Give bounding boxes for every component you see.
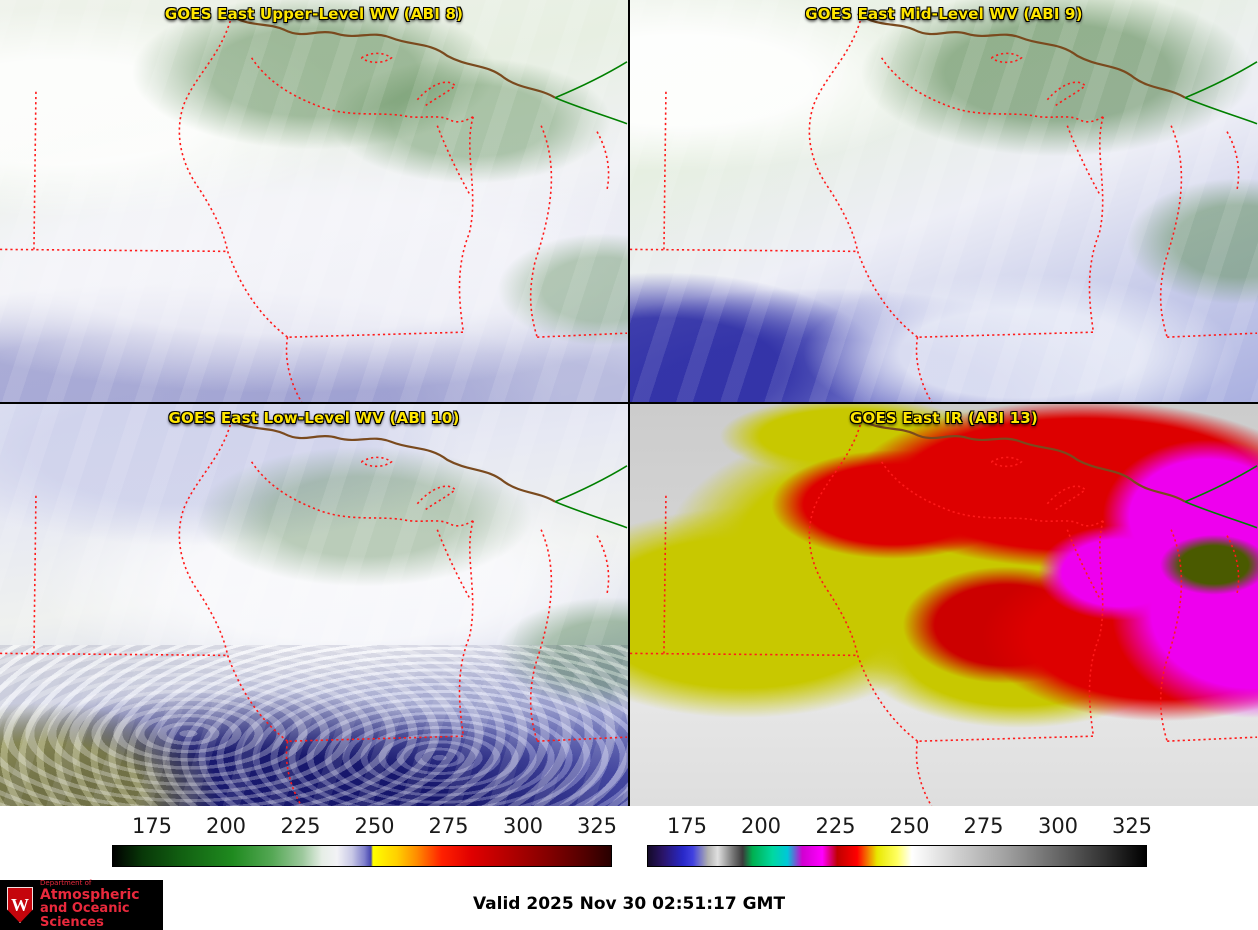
colorbar-tick: 250 bbox=[889, 814, 930, 838]
colorbar-tick: 250 bbox=[354, 814, 395, 838]
cloud-texture bbox=[0, 645, 628, 806]
panel-ir: GOES East IR (ABI 13) bbox=[630, 404, 1258, 806]
panel-low-level-wv: GOES East Low-Level WV (ABI 10) bbox=[0, 404, 628, 806]
colorbar-tick: 300 bbox=[502, 814, 544, 838]
colorbar-row: 175 200 225 250 275 300 325 175 200 225 … bbox=[0, 806, 1258, 880]
colorbar-tick: 200 bbox=[205, 814, 247, 838]
wv-colorbar-gradient bbox=[112, 845, 612, 867]
colorbar-tick: 175 bbox=[131, 814, 173, 838]
cloud-texture bbox=[630, 0, 1258, 402]
colorbar-tick: 325 bbox=[576, 814, 618, 838]
colorbar-tick: 225 bbox=[280, 814, 321, 838]
colorbar-tick: 325 bbox=[1111, 814, 1153, 838]
map-boundaries-overlay bbox=[630, 12, 1258, 402]
logo-name-line2: and Oceanic Sciences bbox=[40, 901, 130, 930]
map-boundaries-overlay bbox=[630, 416, 1258, 806]
logo-text: Department of Atmospheric and Oceanic Sc… bbox=[40, 879, 163, 930]
colorbar-tick: 275 bbox=[428, 814, 469, 838]
panel-mid-level-wv: GOES East Mid-Level WV (ABI 9) bbox=[630, 0, 1258, 402]
panel-upper-level-wv: GOES East Upper-Level WV (ABI 8) bbox=[0, 0, 628, 402]
panel-title-low-wv: GOES East Low-Level WV (ABI 10) bbox=[168, 409, 460, 427]
logo-name-line1: Atmospheric bbox=[40, 886, 140, 903]
colorbar-tick: 275 bbox=[963, 814, 1004, 838]
cloud-texture bbox=[0, 404, 628, 806]
map-boundaries-overlay bbox=[0, 416, 628, 806]
wv-colorbar: 175 200 225 250 275 300 325 bbox=[112, 812, 617, 874]
crest-letter: W bbox=[11, 895, 29, 915]
wv-colorbar-ticks: 175 200 225 250 275 300 325 bbox=[112, 812, 617, 842]
logo-dept-line: Department of bbox=[40, 879, 92, 888]
panel-title-ir: GOES East IR (ABI 13) bbox=[849, 409, 1038, 427]
colorbar-tick: 175 bbox=[666, 814, 708, 838]
map-boundaries-overlay bbox=[0, 12, 628, 402]
footer: W Department of Atmospheric and Oceanic … bbox=[0, 879, 1258, 930]
cloud-texture bbox=[0, 0, 628, 402]
ir-colorbar-gradient bbox=[647, 845, 1147, 867]
panel-title-mid-wv: GOES East Mid-Level WV (ABI 9) bbox=[805, 5, 1083, 23]
colorbar-tick: 300 bbox=[1037, 814, 1079, 838]
panel-title-upper-wv: GOES East Upper-Level WV (ABI 8) bbox=[164, 5, 464, 23]
colorbar-tick: 200 bbox=[740, 814, 782, 838]
ir-colorbar-ticks: 175 200 225 250 275 300 325 bbox=[647, 812, 1152, 842]
ir-colorbar: 175 200 225 250 275 300 325 bbox=[647, 812, 1152, 874]
satellite-quad: GOES East Upper-Level WV (ABI 8) GOES Ea… bbox=[0, 0, 1258, 806]
colorbar-tick: 225 bbox=[815, 814, 856, 838]
valid-timestamp: Valid 2025 Nov 30 02:51:17 GMT bbox=[472, 894, 786, 914]
uw-aos-logo: W Department of Atmospheric and Oceanic … bbox=[0, 879, 163, 930]
